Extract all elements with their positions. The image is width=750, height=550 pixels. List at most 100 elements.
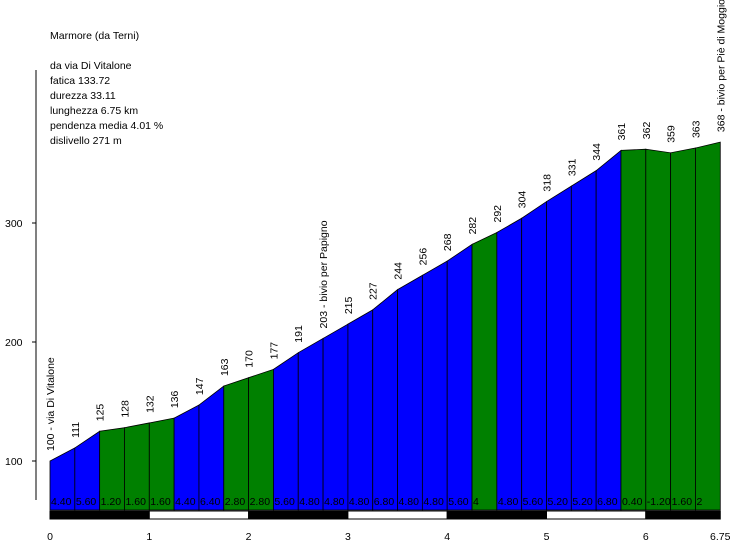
durezza-stat: durezza 33.11 [50,90,116,102]
altitude-label: 363 [690,120,702,138]
profile-segment [446,243,473,511]
y-tick-label: 200 [5,337,23,349]
gradient-label: 1.60 [125,496,146,508]
profile-segment [620,148,647,511]
gradient-label: 2 [696,496,702,508]
altitude-label: 244 [393,262,405,280]
profile-segment [297,337,324,511]
gradient-label: 1.60 [672,496,693,508]
gradient-label: 4.80 [349,496,370,508]
altitude-label: 177 [268,342,280,360]
distance-scale-bar [49,510,150,520]
altitude-label: 136 [169,390,181,408]
pendenza-stat: pendenza media 4.01 % [50,120,164,132]
altitude-label: 203 - bivio per Papigno [318,220,330,328]
x-tick-label: 4 [444,531,450,543]
distance-scale-bar [248,510,349,520]
altitude-label: 318 [542,174,554,192]
profile-segment [595,149,622,511]
altitude-label: 282 [467,217,479,235]
gradient-label: 5.60 [76,496,97,508]
profile-segment [173,404,200,511]
profile-segment [372,288,398,511]
gradient-label: 5.60 [274,496,295,508]
altitude-label: 368 - bivio per Piè di Moggio [715,0,727,132]
gradient-label: 6.80 [374,496,395,508]
y-tick-label: 100 [5,456,23,468]
profile-segment [670,147,696,511]
altitude-label: 304 [517,191,529,209]
altitude-label: 215 [343,296,355,314]
lunghezza-stat: lunghezza 6.75 km [50,105,139,117]
gradient-label: 5.60 [523,496,544,508]
gradient-label: 2.80 [250,496,271,508]
altitude-label: 132 [144,395,156,413]
profile-segment [521,200,547,511]
profile-segment [198,385,225,511]
altitude-label: 362 [641,122,653,140]
profile-segment [248,368,274,511]
profile-segment [471,231,498,511]
x-tick-label: 6 [643,531,649,543]
altitude-label: 170 [244,350,256,368]
altitude-label: 111 [70,422,82,438]
altitude-label: 128 [119,400,131,418]
altitude-label: 191 [293,325,305,343]
altitude-label: 100 - via Di Vitalone [45,357,57,451]
gradient-label: 4.80 [324,496,345,508]
x-tick-label: 5 [544,531,550,543]
gradient-label: 6.40 [200,496,221,508]
profile-segment [496,217,523,511]
distance-scale-bar [347,510,448,520]
gradient-label: 6.80 [597,496,618,508]
profile-segment [570,169,597,511]
gradient-label: 2.80 [225,496,246,508]
profile-segment [273,351,299,511]
profile-segment [347,309,374,511]
chart-title: Marmore (da Terni) [50,30,140,42]
distance-scale-bar [546,510,647,520]
y-tick-label: 300 [5,218,23,230]
profile-segment [223,377,250,511]
gradient-label: 4.80 [299,496,320,508]
profile-segment [546,185,572,511]
gradient-label: 4.80 [399,496,420,508]
profile-segment [397,274,423,511]
gradient-label: -1.20 [647,496,671,508]
gradient-label: 4.80 [423,496,444,508]
gradient-label: 5.60 [448,496,469,508]
gradient-label: 0.40 [622,496,643,508]
gradient-label: 4.40 [175,496,196,508]
distance-scale-bar [148,510,250,520]
fatica-stat: fatica 133.72 [50,75,111,87]
x-tick-label: 0 [47,531,53,543]
altitude-label: 268 [442,233,454,251]
altitude-label: 344 [591,143,603,161]
profile-segment [645,148,672,511]
gradient-label: 5.20 [548,496,569,508]
route-start-label: da via Di Vitalone [50,60,132,72]
dislivello-stat: dislivello 271 m [50,135,122,147]
altitude-label: 331 [566,158,578,176]
altitude-label: 227 [368,282,380,300]
altitude-label: 125 [95,404,107,422]
altitude-label: 256 [417,248,429,266]
profile-segment [421,260,448,511]
distance-scale-bar [446,510,548,520]
altitude-label: 147 [194,377,206,395]
x-tick-label: 2 [246,531,252,543]
altitude-label: 292 [492,205,504,223]
gradient-label: 4.40 [51,496,72,508]
x-tick-label: 3 [345,531,351,543]
altitude-label: 163 [219,358,231,376]
gradient-label: 1.20 [101,496,122,508]
altitude-label: 359 [666,125,678,143]
gradient-label: 4.80 [498,496,519,508]
x-tick-label: 1 [146,531,152,543]
profile-segment [695,141,721,511]
gradient-label: 1.60 [150,496,171,508]
distance-scale-bar [645,510,721,520]
gradient-label: 4 [473,496,479,508]
gradient-label: 5.20 [572,496,593,508]
